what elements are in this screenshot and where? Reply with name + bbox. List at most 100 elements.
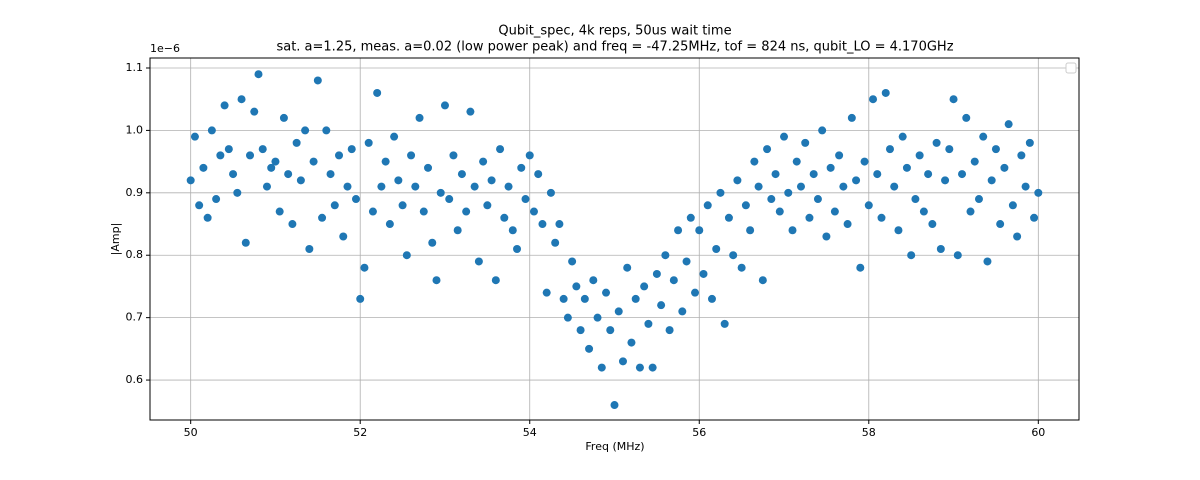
point: [292, 138, 301, 147]
point: [216, 151, 225, 160]
point: [385, 220, 394, 229]
point: [241, 238, 250, 247]
point: [864, 201, 873, 210]
point: [602, 288, 611, 297]
point: [758, 276, 767, 285]
x-tick-label: 50: [184, 426, 198, 439]
x-tick-label: 60: [1031, 426, 1045, 439]
point: [250, 107, 259, 116]
point: [479, 157, 488, 166]
y-tick-label: 0.6: [126, 373, 144, 386]
point: [254, 70, 263, 79]
point: [496, 145, 505, 154]
point: [767, 195, 776, 204]
point: [504, 182, 513, 191]
point: [440, 101, 449, 110]
point: [1030, 213, 1039, 222]
point: [597, 363, 606, 372]
point: [678, 307, 687, 316]
point: [368, 207, 377, 216]
point: [720, 319, 729, 328]
point: [453, 226, 462, 235]
point: [262, 182, 271, 191]
point: [932, 138, 941, 147]
point: [390, 132, 399, 141]
point: [1017, 151, 1026, 160]
point: [750, 157, 759, 166]
x-tick-label: 54: [523, 426, 537, 439]
point: [483, 201, 492, 210]
point: [771, 170, 780, 179]
point: [979, 132, 988, 141]
point: [330, 201, 339, 210]
point: [551, 238, 560, 247]
point: [741, 201, 750, 210]
point: [1025, 138, 1034, 147]
point: [288, 220, 297, 229]
point: [402, 251, 411, 260]
point: [593, 313, 602, 322]
point: [885, 145, 894, 154]
point: [949, 95, 958, 104]
point: [716, 188, 725, 197]
point: [428, 238, 437, 247]
point: [521, 195, 530, 204]
y-tick-label: 0.9: [126, 186, 144, 199]
point: [606, 326, 615, 335]
point: [784, 188, 793, 197]
point: [703, 201, 712, 210]
point: [652, 269, 661, 278]
x-tick-label: 58: [862, 426, 876, 439]
point: [233, 188, 242, 197]
y-tick-label: 0.8: [126, 248, 144, 261]
point: [1004, 120, 1013, 129]
point: [449, 151, 458, 160]
point: [936, 244, 945, 253]
point: [618, 357, 627, 366]
point: [398, 201, 407, 210]
y-tick-label: 1.1: [126, 61, 144, 74]
point: [657, 301, 666, 310]
point: [843, 220, 852, 229]
point: [360, 263, 369, 272]
point: [500, 213, 509, 222]
point: [343, 182, 352, 191]
point: [542, 288, 551, 297]
point: [229, 170, 238, 179]
point: [585, 344, 594, 353]
point: [801, 138, 810, 147]
point: [424, 163, 433, 172]
point: [983, 257, 992, 266]
point: [796, 182, 805, 191]
point: [915, 151, 924, 160]
point: [381, 157, 390, 166]
x-tick-label: 52: [353, 426, 367, 439]
point: [852, 176, 861, 185]
point: [792, 157, 801, 166]
point: [559, 294, 568, 303]
point: [525, 151, 534, 160]
y-tick-label: 0.7: [126, 311, 144, 324]
y-offset-label: 1e−6: [150, 42, 180, 55]
point: [707, 294, 716, 303]
point: [674, 226, 683, 235]
point: [534, 170, 543, 179]
point: [911, 195, 920, 204]
point: [881, 88, 890, 97]
point: [974, 195, 983, 204]
point: [958, 170, 967, 179]
point: [203, 213, 212, 222]
point: [746, 226, 755, 235]
point: [644, 319, 653, 328]
point: [356, 294, 365, 303]
point: [491, 276, 500, 285]
point: [305, 244, 314, 253]
point: [775, 207, 784, 216]
point: [466, 107, 475, 116]
point: [729, 251, 738, 260]
point: [682, 257, 691, 266]
point: [970, 157, 979, 166]
point: [517, 163, 526, 172]
point: [377, 182, 386, 191]
